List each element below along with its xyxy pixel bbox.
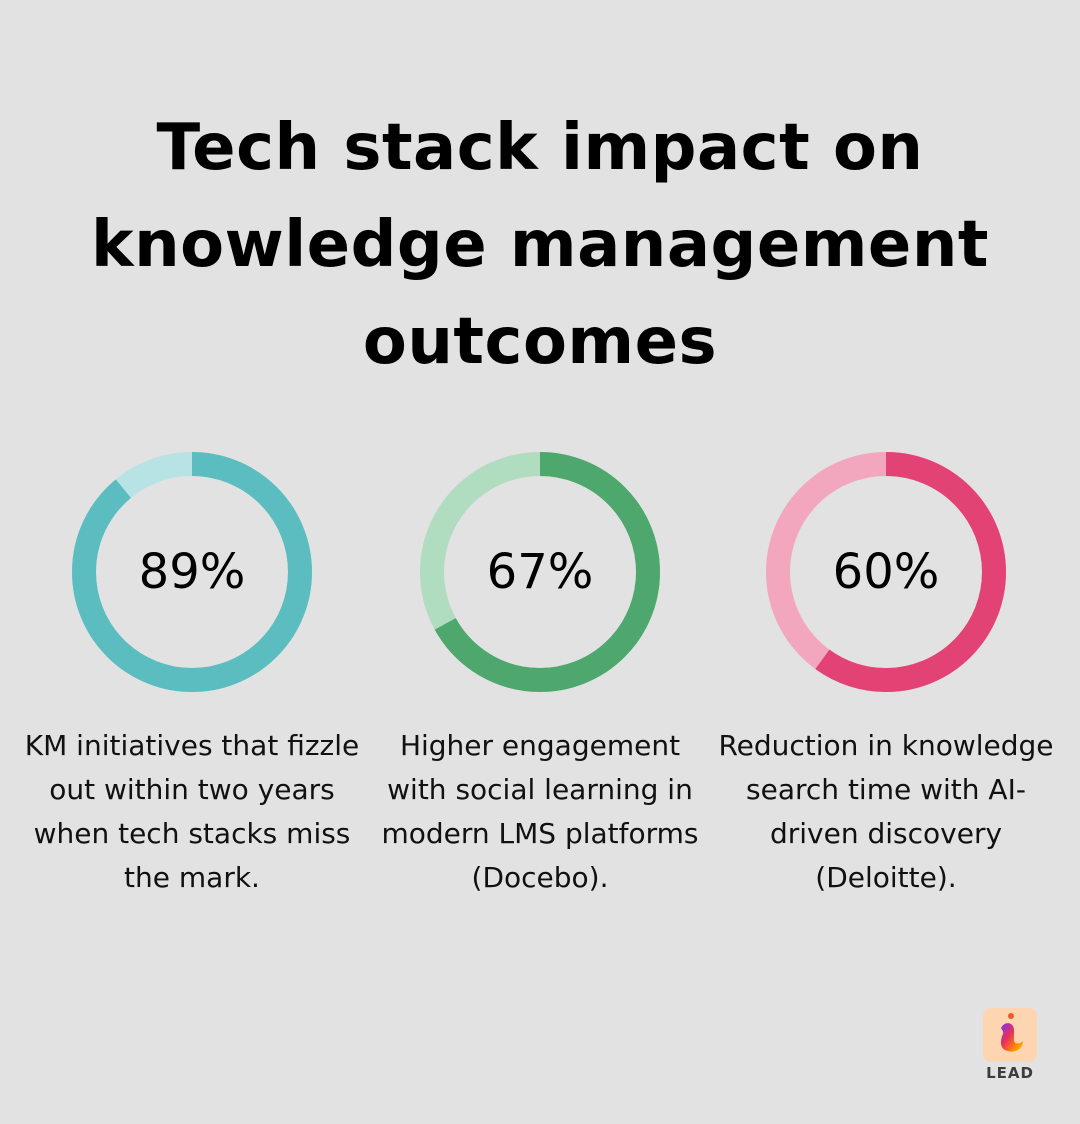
stat-value: 60% [832, 544, 940, 600]
stat-value: 67% [486, 544, 594, 600]
donut-ring [420, 452, 660, 692]
page-title: Tech stack impact on knowledge managemen… [0, 100, 1080, 391]
donut-ring [72, 452, 312, 692]
donut-chart-1 [72, 452, 312, 692]
stat-value: 89% [138, 544, 246, 600]
stat-description: KM initiatives that fizzle out within tw… [24, 729, 360, 894]
donut-chart-3 [766, 452, 1006, 692]
lead-logo-icon [983, 1008, 1037, 1062]
logo-text: LEAD [986, 1064, 1034, 1082]
title-line-1: Tech stack impact on [156, 111, 924, 185]
title-line-3: outcomes [362, 305, 718, 379]
title-line-2: knowledge management [91, 208, 989, 282]
stat-description: Higher engagement with social learning i… [381, 729, 699, 894]
stat-description: Reduction in knowledge search time with … [718, 729, 1054, 894]
donut-ring [766, 452, 1006, 692]
donut-chart-2 [420, 452, 660, 692]
